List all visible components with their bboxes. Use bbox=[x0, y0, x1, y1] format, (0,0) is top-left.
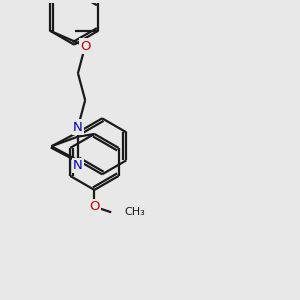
Text: N: N bbox=[73, 121, 83, 134]
Text: O: O bbox=[89, 200, 100, 213]
Text: N: N bbox=[73, 159, 83, 172]
Text: O: O bbox=[80, 40, 90, 52]
Text: CH₃: CH₃ bbox=[124, 207, 145, 217]
